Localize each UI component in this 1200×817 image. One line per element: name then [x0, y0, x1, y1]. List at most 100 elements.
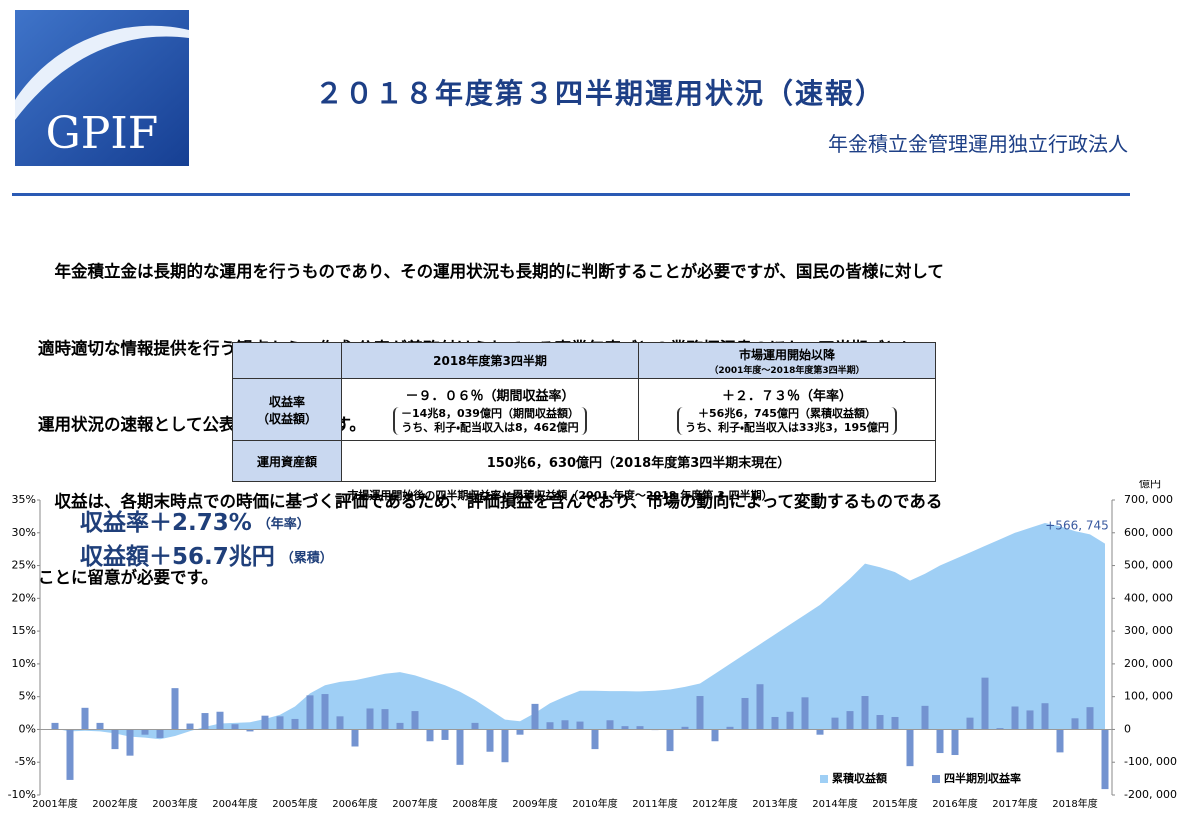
annotation: 収益率＋2.73%	[80, 509, 252, 536]
y2-tick-label: 200, 000	[1124, 657, 1173, 670]
row-label: 運用資産額	[232, 440, 342, 482]
y-tick-label: 15%	[12, 624, 36, 637]
x-tick-label: 2013年度	[752, 797, 797, 810]
y-tick-label: 5%	[19, 690, 36, 703]
y-tick-label: 20%	[12, 591, 36, 604]
bar	[276, 716, 284, 730]
divider	[12, 193, 1130, 196]
bar	[261, 715, 269, 730]
x-tick-label: 2017年度	[992, 797, 1037, 810]
bar	[531, 703, 539, 730]
legend-swatch	[932, 775, 940, 783]
bar	[951, 729, 959, 756]
chart-title: 市場運用開始後の四半期収益率と累積収益額（2001 年度～2018 年度第 3 …	[347, 488, 772, 502]
row-label: 収益率 （収益額）	[232, 378, 342, 441]
bar	[411, 711, 419, 730]
bar	[936, 729, 944, 754]
x-tick-label: 2006年度	[332, 797, 377, 810]
bar	[741, 697, 749, 730]
bar	[756, 684, 764, 730]
bar	[486, 729, 494, 752]
bar	[546, 722, 554, 730]
bar	[81, 707, 89, 730]
y-tick-label: -10%	[8, 788, 36, 801]
bar	[66, 729, 74, 780]
annotation-note: （累積）	[281, 550, 333, 566]
y-tick-label: -5%	[15, 755, 36, 768]
bar	[1041, 703, 1049, 730]
bar	[306, 695, 314, 730]
y-tick-label: 30%	[12, 526, 36, 539]
bar	[381, 709, 389, 730]
bar	[726, 726, 734, 730]
y2-tick-label: -100, 000	[1124, 755, 1177, 768]
bar	[201, 713, 209, 730]
bar	[1011, 706, 1019, 730]
bar	[981, 677, 989, 730]
bar	[111, 729, 119, 750]
bar	[876, 715, 884, 730]
bar	[231, 724, 239, 730]
bar	[711, 729, 719, 742]
bar	[606, 720, 614, 730]
y2-unit: 億円	[1139, 480, 1161, 490]
x-tick-label: 2012年度	[692, 797, 737, 810]
y2-tick-label: 500, 000	[1124, 559, 1173, 572]
annotation-note: （年率）	[258, 516, 310, 532]
bar	[501, 729, 509, 763]
bar	[891, 716, 899, 730]
y-tick-label: 35%	[12, 493, 36, 506]
x-tick-label: 2003年度	[152, 797, 197, 810]
header-note: （2001年度～2018年度第3四半期）	[709, 365, 865, 376]
x-tick-label: 2008年度	[452, 797, 497, 810]
x-tick-label: 2004年度	[212, 797, 257, 810]
bar	[666, 729, 674, 752]
bar	[1101, 729, 1109, 790]
y-tick-label: 10%	[12, 657, 36, 670]
bar	[141, 729, 149, 735]
chart: 市場運用開始後の四半期収益率と累積収益額（2001 年度～2018 年度第 3 …	[8, 480, 1177, 810]
bar	[621, 726, 629, 730]
bar	[1071, 718, 1079, 730]
sub-line: －14兆8，039億円（期間収益額）	[401, 406, 579, 420]
summary-table: 2018年度第3四半期 市場運用開始以降 （2001年度～2018年度第3四半期）…	[232, 342, 936, 482]
bar	[786, 711, 794, 730]
cell-sub: ＋56兆6，745億円（累積収益額） うち、利子・配当収入は33兆3，195億円	[677, 406, 897, 435]
label-line: 収益率	[268, 394, 305, 409]
x-tick-label: 2001年度	[32, 797, 77, 810]
x-tick-label: 2002年度	[92, 797, 137, 810]
bar	[96, 722, 104, 730]
x-tick-label: 2016年度	[932, 797, 977, 810]
sub-line: うち、利子・配当収入は33兆3，195億円	[685, 420, 889, 434]
bar	[51, 722, 59, 730]
y2-tick-label: -200, 000	[1124, 788, 1177, 801]
bar	[681, 726, 689, 730]
bar	[966, 717, 974, 730]
y-tick-label: 0%	[19, 722, 36, 735]
bar	[846, 711, 854, 730]
label-line: （収益額）	[256, 411, 317, 426]
legend-label: 四半期別収益率	[944, 771, 1021, 785]
sub-line: うち、利子・配当収入は8，462億円	[401, 420, 579, 434]
bar	[291, 718, 299, 730]
bar	[426, 729, 434, 742]
bar	[456, 729, 464, 765]
table-cell	[232, 342, 342, 379]
x-tick-label: 2007年度	[392, 797, 437, 810]
bar	[186, 723, 194, 730]
bar	[1056, 729, 1064, 753]
bar	[1086, 707, 1094, 730]
title: ２０１８年度第３四半期運用状況（速報）	[314, 77, 885, 110]
bar	[576, 721, 584, 730]
bar	[366, 708, 374, 730]
bar	[1026, 710, 1034, 730]
cell-main: －９．０６％（期間収益率）	[405, 388, 575, 404]
annotation: 収益額＋56.7兆円	[80, 543, 275, 570]
bar	[171, 688, 179, 730]
logo-swoosh	[15, 25, 189, 120]
value-label: +566, 745	[1045, 519, 1109, 533]
table-cell: 150兆6，630億円（2018年度第3四半期末現在）	[341, 440, 936, 482]
bar	[516, 729, 524, 735]
bar	[351, 729, 359, 747]
